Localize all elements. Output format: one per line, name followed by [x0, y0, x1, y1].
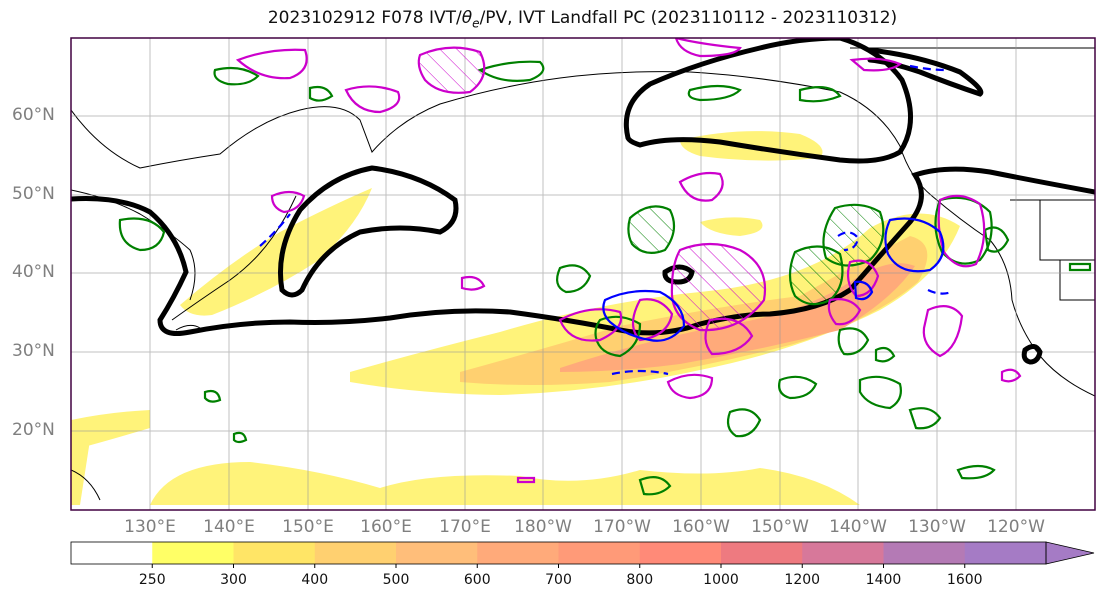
ivt-colorbar: [70, 541, 1095, 568]
colorbar-tick-label: 700: [545, 572, 572, 588]
colorbar-segment: [721, 542, 803, 564]
colorbar-tick-label: 1400: [865, 572, 902, 588]
colorbar-tick-label: 1200: [784, 572, 821, 588]
colorbar-extend-arrow: [1045, 541, 1095, 565]
lon-label: 150°W: [751, 517, 809, 537]
ivt-pc-contours: [235, 38, 1022, 484]
colorbar-segment: [71, 542, 153, 564]
colorbar-segment: [558, 542, 641, 564]
lon-label: 140°W: [829, 517, 887, 537]
ivt-shading: [71, 131, 960, 505]
theta-e-contours: [259, 64, 953, 376]
lat-label: 40°N: [12, 262, 55, 282]
lon-label: 170°W: [593, 517, 651, 537]
lon-label: 140°E: [203, 517, 255, 537]
lon-label: 160°W: [672, 517, 730, 537]
map-title: 2023102912 F078 IVT/θe/PV, IVT Landfall …: [267, 8, 898, 31]
colorbar-segment: [964, 542, 1047, 564]
lon-label: 180°W: [514, 517, 572, 537]
colorbar-tick-label: 1000: [703, 572, 739, 588]
colorbar-segment: [883, 542, 966, 564]
colorbar-tick-label: 600: [463, 572, 491, 588]
lon-label: 120°W: [987, 517, 1045, 537]
lat-label: 50°N: [12, 184, 55, 204]
colorbar-segment: [477, 542, 559, 564]
colorbar-tick-label: 500: [382, 572, 410, 588]
map-frame: [70, 37, 1096, 511]
lat-label: 30°N: [12, 341, 55, 361]
colorbar-segment: [152, 542, 234, 564]
lat-label: 60°N: [12, 105, 55, 125]
colorbar-tick-label: 1600: [946, 572, 983, 588]
lon-label: 130°E: [124, 517, 176, 537]
colorbar-segment: [802, 542, 884, 564]
colorbar-segment: [396, 542, 478, 564]
colorbar-tick-label: 400: [301, 572, 329, 588]
lat-label: 20°N: [12, 420, 55, 440]
colorbar-tick-label: 250: [138, 572, 166, 588]
colorbar-segment: [314, 542, 397, 564]
lon-label: 170°E: [439, 517, 491, 537]
lon-label: 130°W: [908, 517, 966, 537]
colorbar-segment: [233, 542, 316, 564]
colorbar-tick-label: 800: [626, 572, 654, 588]
colorbar-tick-label: 300: [220, 572, 247, 588]
lon-label: 160°E: [360, 517, 412, 537]
lon-label: 150°E: [282, 517, 334, 537]
colorbar-segment: [639, 542, 722, 564]
